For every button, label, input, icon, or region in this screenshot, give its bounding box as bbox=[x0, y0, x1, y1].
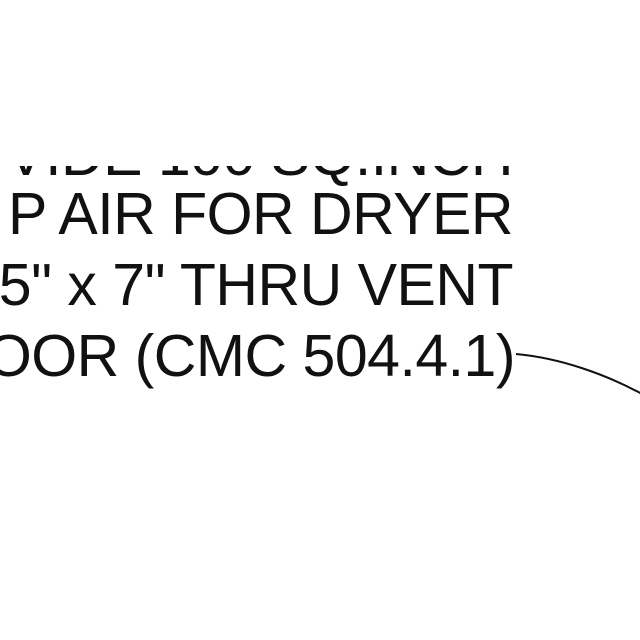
note-line-4: OOR (CMC 504.4.1) bbox=[0, 323, 516, 389]
crop-mask bbox=[0, 110, 640, 166]
note-line-2: P AIR FOR DRYER bbox=[7, 181, 514, 247]
note-line-3: 5" x 7" THRU VENT bbox=[0, 252, 514, 318]
leader-line bbox=[515, 353, 640, 395]
